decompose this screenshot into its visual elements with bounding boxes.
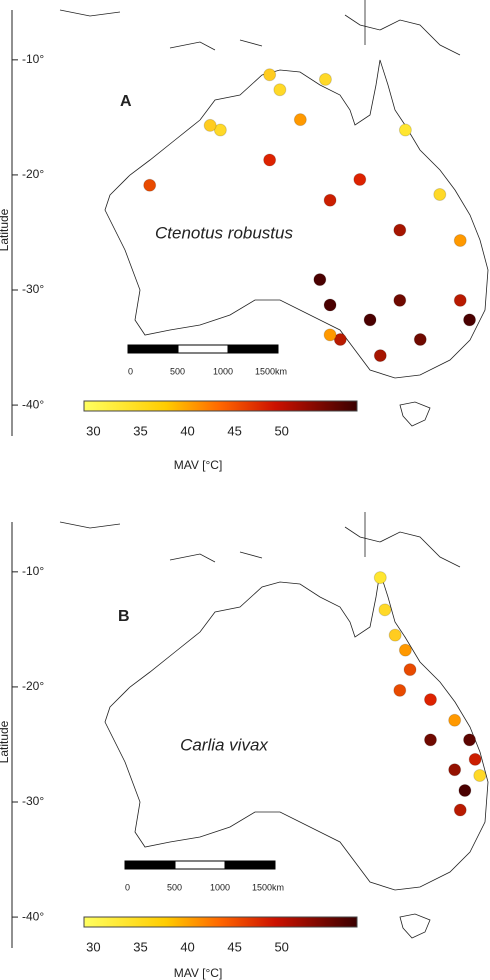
colorbar-tick-label: 35 — [133, 939, 147, 954]
scale-bar-segment — [177, 344, 229, 354]
colorbar-tick-label: 30 — [86, 423, 100, 438]
y-tick-label: -10° — [22, 564, 44, 578]
colorbar-title: MAV [°C] — [174, 458, 223, 472]
occurrence-point — [448, 713, 462, 727]
coastline — [59, 0, 489, 427]
occurrence-point — [473, 769, 487, 783]
species-name: Ctenotus robustus — [155, 223, 293, 242]
occurrence-point — [423, 693, 437, 707]
occurrence-point — [388, 628, 402, 642]
occurrence-point — [463, 733, 477, 747]
y-tick-label: -10° — [22, 52, 44, 66]
occurrence-point — [398, 643, 412, 657]
colorbar-tick-label: 35 — [133, 423, 147, 438]
occurrence-point — [458, 783, 472, 797]
occurrence-point — [453, 234, 467, 248]
occurrence-point — [313, 273, 327, 287]
scale-bar-label: 0 — [125, 882, 130, 892]
occurrence-point — [273, 83, 287, 97]
panel-label: B — [118, 608, 130, 625]
occurrence-point — [433, 187, 447, 201]
occurrence-point — [263, 68, 277, 82]
occurrence-point — [323, 298, 337, 312]
occurrence-point — [373, 349, 387, 363]
y-tick-label: -20° — [22, 167, 44, 181]
y-tick-label: -40° — [22, 909, 44, 923]
scale-bar-label: 500 — [170, 366, 185, 376]
occurrence-point — [318, 72, 332, 86]
occurrence-point — [403, 663, 417, 677]
occurrence-point — [413, 332, 427, 346]
occurrence-point — [333, 332, 347, 346]
colorbar-tick-label: 40 — [180, 939, 194, 954]
colorbar-tick-label: 50 — [274, 423, 288, 438]
scale-bar-segment — [124, 860, 176, 870]
occurrence-point — [353, 173, 367, 187]
occurrence-point — [453, 293, 467, 307]
occurrence-point — [293, 113, 307, 127]
colorbar-tick-label: 50 — [274, 939, 288, 954]
scale-bar-segment — [224, 860, 276, 870]
scale-bar-label: 1500km — [255, 366, 287, 376]
occurrence-point — [373, 571, 387, 585]
coastline — [59, 511, 489, 939]
species-name: Carlia vivax — [180, 735, 268, 754]
scale-bar-segment — [227, 344, 279, 354]
colorbar-tick-label: 40 — [180, 423, 194, 438]
y-axis-label: Latitude — [0, 208, 11, 251]
panel-label: A — [120, 93, 132, 110]
occurrence-point — [363, 313, 377, 327]
y-tick-label: -30° — [22, 794, 44, 808]
occurrence-point — [393, 683, 407, 697]
colorbar-tick-label: 45 — [227, 939, 241, 954]
colorbar-tick-label: 30 — [86, 939, 100, 954]
colorbar-title: MAV [°C] — [174, 966, 223, 980]
occurrence-point — [378, 603, 392, 617]
occurrence-point — [423, 733, 437, 747]
scale-bar-label: 1000 — [210, 882, 230, 892]
occurrence-point — [393, 223, 407, 237]
colorbar — [83, 916, 358, 928]
scale-bar-segment — [174, 860, 226, 870]
y-tick-label: -20° — [22, 679, 44, 693]
occurrence-point — [393, 293, 407, 307]
occurrence-point — [453, 803, 467, 817]
scale-bar-label: 1500km — [252, 882, 284, 892]
occurrence-point — [213, 123, 227, 137]
colorbar — [83, 400, 358, 412]
occurrence-point — [463, 313, 477, 327]
occurrence-point — [398, 123, 412, 137]
scale-bar-label: 1000 — [213, 366, 233, 376]
y-tick-label: -40° — [22, 397, 44, 411]
occurrence-point — [263, 153, 277, 167]
occurrence-point — [323, 328, 337, 342]
y-axis-label: Latitude — [0, 720, 11, 763]
scale-bar-segment — [127, 344, 179, 354]
scale-bar-label: 0 — [128, 366, 133, 376]
occurrence-point — [448, 763, 462, 777]
occurrence-point — [323, 193, 337, 207]
occurrence-point — [468, 752, 482, 766]
y-tick-label: -30° — [22, 282, 44, 296]
occurrence-point — [143, 178, 157, 192]
colorbar-tick-label: 45 — [227, 423, 241, 438]
occurrence-point — [203, 118, 217, 132]
scale-bar-label: 500 — [167, 882, 182, 892]
